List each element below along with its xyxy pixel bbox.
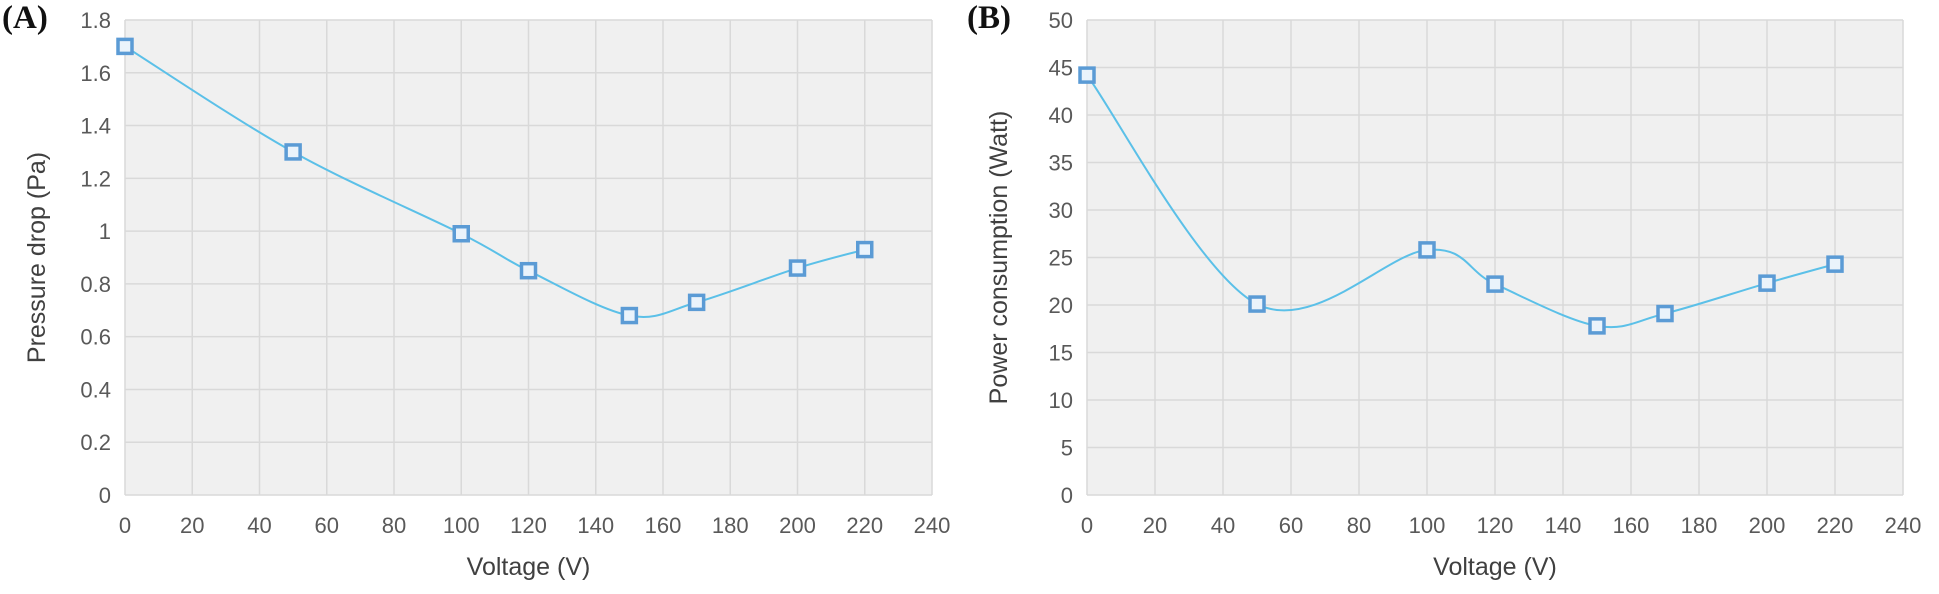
y-tick-label: 1.4 xyxy=(80,114,111,139)
data-point-marker xyxy=(1826,255,1844,273)
power-consumption-chart: 0 20 40 60 80 100 120 140 160 180 200 220 240 0 5 10 15 2… xyxy=(985,8,1922,581)
y-tick-label: 0 xyxy=(99,483,111,508)
data-point-marker xyxy=(116,37,134,56)
y-axis-title: Pressure drop (Pa) xyxy=(23,152,51,363)
x-tick-label: 220 xyxy=(846,513,883,538)
data-point-marker xyxy=(1758,274,1776,292)
x-tick-label: 120 xyxy=(1477,513,1514,538)
x-tick-label: 200 xyxy=(779,513,816,538)
x-tick-label: 160 xyxy=(645,513,682,538)
x-tick-label: 80 xyxy=(382,513,406,538)
x-tick-label: 0 xyxy=(1081,513,1093,538)
x-axis-title: Voltage (V) xyxy=(1433,553,1557,581)
x-tick-label: 140 xyxy=(577,513,614,538)
data-point-marker xyxy=(1656,304,1674,323)
y-tick-label: 1.6 xyxy=(80,61,111,86)
y-tick-label: 5 xyxy=(1061,436,1073,461)
y-tick-label: 15 xyxy=(1049,341,1073,366)
y-tick-label: 40 xyxy=(1049,103,1073,128)
x-tick-label: 60 xyxy=(1279,513,1303,538)
x-tick-label: 100 xyxy=(1409,513,1446,538)
x-tick-label: 220 xyxy=(1817,513,1854,538)
x-tick-label: 160 xyxy=(1613,513,1650,538)
y-tick-label: 1.2 xyxy=(80,166,111,191)
x-tick-label: 180 xyxy=(1681,513,1718,538)
data-point-marker xyxy=(788,259,807,277)
x-tick-label: 180 xyxy=(712,513,749,538)
data-point-marker xyxy=(519,261,538,280)
y-tick-label: 25 xyxy=(1049,246,1073,271)
y-tick-label: 0.2 xyxy=(80,430,111,455)
data-point-marker xyxy=(1078,66,1096,84)
data-point-marker xyxy=(452,225,470,243)
y-tick-label: 20 xyxy=(1049,293,1073,318)
y-tick-label: 0.8 xyxy=(80,272,111,297)
pressure-drop-chart: 0 20 40 60 80 100 120 140 160 180 200 220 240 0 0.2 0.4… xyxy=(23,8,951,581)
y-tick-label: 10 xyxy=(1049,388,1073,413)
x-axis-title: Voltage (V) xyxy=(467,553,591,581)
y-tick-label: 30 xyxy=(1049,198,1073,223)
x-tick-label: 240 xyxy=(914,513,951,538)
y-tick-label: 0 xyxy=(1061,483,1073,508)
x-tick-label: 240 xyxy=(1885,513,1922,538)
x-tick-label: 40 xyxy=(247,513,271,538)
chart-panel-b: (B) 0 20 40 60 80 100 120 140 160 180 200 220 240 0 5 1… xyxy=(965,0,1939,594)
x-tick-label: 80 xyxy=(1347,513,1371,538)
y-tick-label: 35 xyxy=(1049,151,1073,176)
data-point-marker xyxy=(1248,295,1266,313)
x-tick-label: 20 xyxy=(180,513,204,538)
panel-label: (B) xyxy=(967,0,1011,36)
y-tick-label: 1.8 xyxy=(80,8,111,33)
data-point-marker xyxy=(1588,317,1606,335)
data-point-marker xyxy=(1486,275,1504,293)
panel-label: (A) xyxy=(2,0,48,36)
y-tick-label: 45 xyxy=(1049,56,1073,81)
x-tick-label: 200 xyxy=(1749,513,1786,538)
y-tick-label: 50 xyxy=(1049,8,1073,33)
y-tick-label: 1 xyxy=(99,219,111,244)
chart-panel-a: (A) 0 20 40 60 80 100 120 140 160 180 200 220 240 0 0.… xyxy=(0,0,965,594)
data-point-marker xyxy=(1418,241,1436,259)
y-axis-title: Power consumption (Watt) xyxy=(985,111,1013,405)
data-point-marker xyxy=(856,240,874,259)
data-point-marker xyxy=(284,143,302,161)
x-tick-label: 140 xyxy=(1545,513,1582,538)
x-tick-label: 120 xyxy=(510,513,547,538)
x-tick-label: 20 xyxy=(1143,513,1167,538)
x-tick-label: 60 xyxy=(315,513,339,538)
x-tick-label: 0 xyxy=(119,513,131,538)
y-tick-label: 0.6 xyxy=(80,325,111,350)
x-tick-label: 100 xyxy=(443,513,480,538)
data-point-marker xyxy=(620,306,639,325)
y-tick-label: 0.4 xyxy=(80,377,111,402)
data-point-marker xyxy=(687,293,706,312)
x-tick-label: 40 xyxy=(1211,513,1235,538)
